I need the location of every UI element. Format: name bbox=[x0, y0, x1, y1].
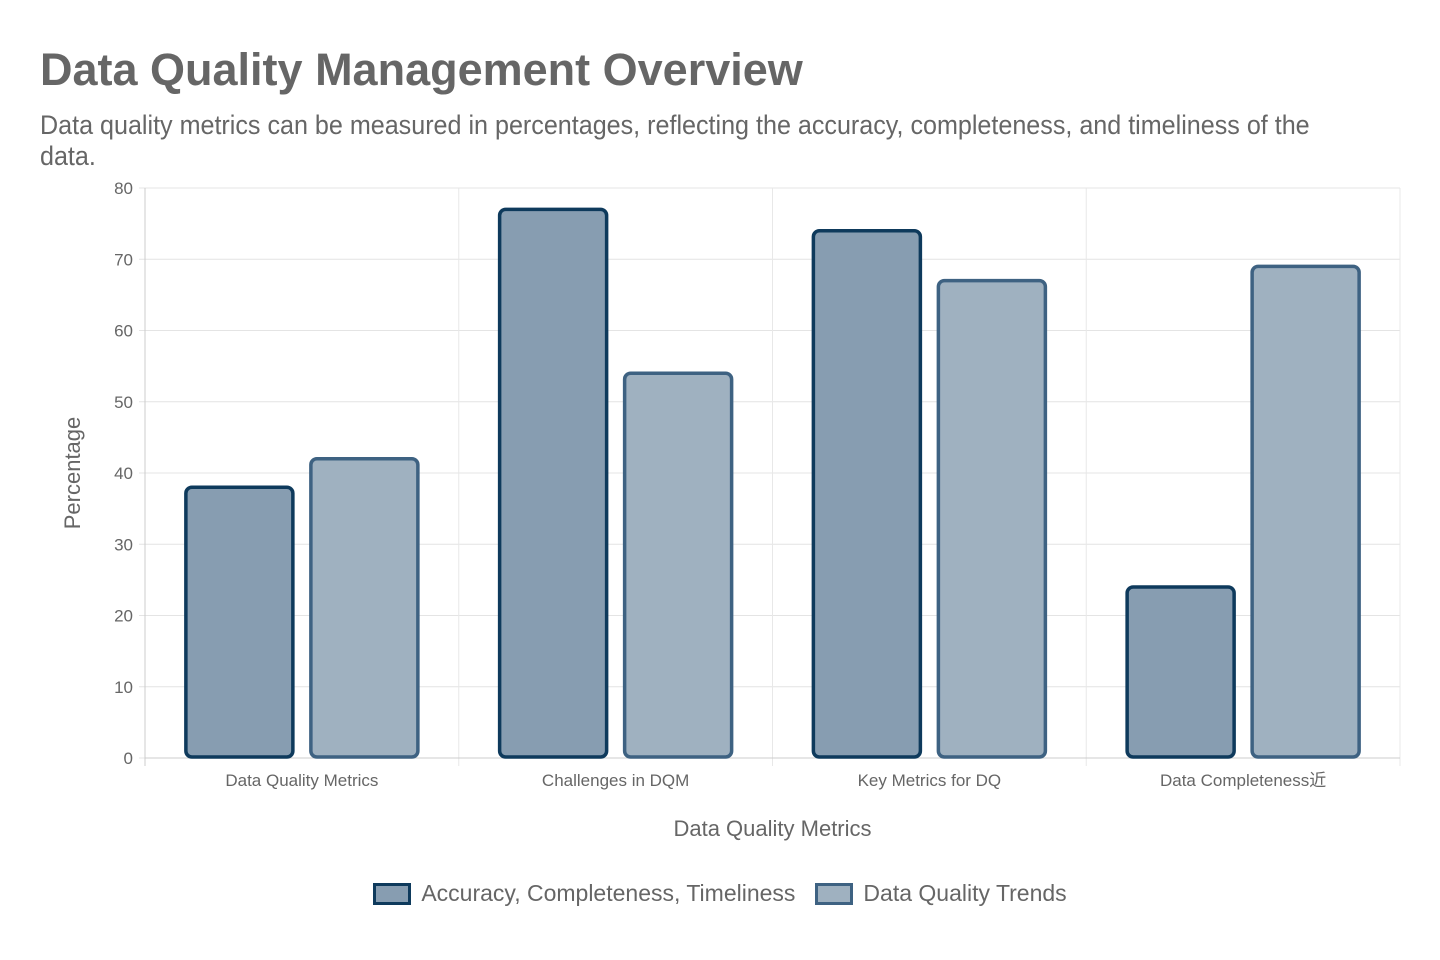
x-tick-label: Data Completeness近 bbox=[1160, 771, 1326, 790]
legend-label: Data Quality Trends bbox=[863, 880, 1067, 906]
y-tick-label: 80 bbox=[114, 179, 133, 198]
y-tick-label: 70 bbox=[114, 250, 133, 269]
bar-1 bbox=[811, 229, 923, 759]
legend-item-series-1[interactable]: Accuracy, Completeness, Timeliness bbox=[373, 880, 795, 907]
y-axis-title: Percentage bbox=[60, 417, 85, 530]
bar-2 bbox=[936, 278, 1048, 759]
legend-swatch bbox=[373, 882, 412, 905]
x-tick-label: Challenges in DQM bbox=[542, 771, 689, 790]
y-tick-label: 40 bbox=[114, 464, 133, 483]
bar-1 bbox=[497, 207, 609, 759]
chart-subtitle: Data quality metrics can be measured in … bbox=[40, 110, 1310, 171]
bar-2 bbox=[622, 371, 734, 759]
y-tick-label: 30 bbox=[114, 535, 133, 554]
y-tick-label: 50 bbox=[114, 393, 133, 412]
legend-swatch bbox=[815, 882, 854, 905]
legend-label: Accuracy, Completeness, Timeliness bbox=[421, 880, 796, 906]
x-tick-label: Key Metrics for DQ bbox=[858, 771, 1002, 790]
y-tick-label: 0 bbox=[124, 749, 133, 768]
x-axis-title: Data Quality Metrics bbox=[673, 816, 871, 841]
chart-title: Data Quality Management Overview bbox=[40, 44, 803, 95]
bar-1 bbox=[1125, 585, 1236, 759]
bar-1 bbox=[184, 485, 295, 759]
legend-item-series-2[interactable]: Data Quality Trends bbox=[815, 880, 1067, 907]
bar-2 bbox=[1250, 264, 1361, 759]
x-tick-label: Data Quality Metrics bbox=[225, 771, 378, 790]
y-tick-label: 60 bbox=[114, 322, 133, 341]
bar-2 bbox=[309, 457, 420, 759]
y-tick-label: 10 bbox=[114, 678, 133, 697]
legend: Accuracy, Completeness, Timeliness Data … bbox=[0, 880, 1440, 907]
y-tick-label: 20 bbox=[114, 607, 133, 626]
